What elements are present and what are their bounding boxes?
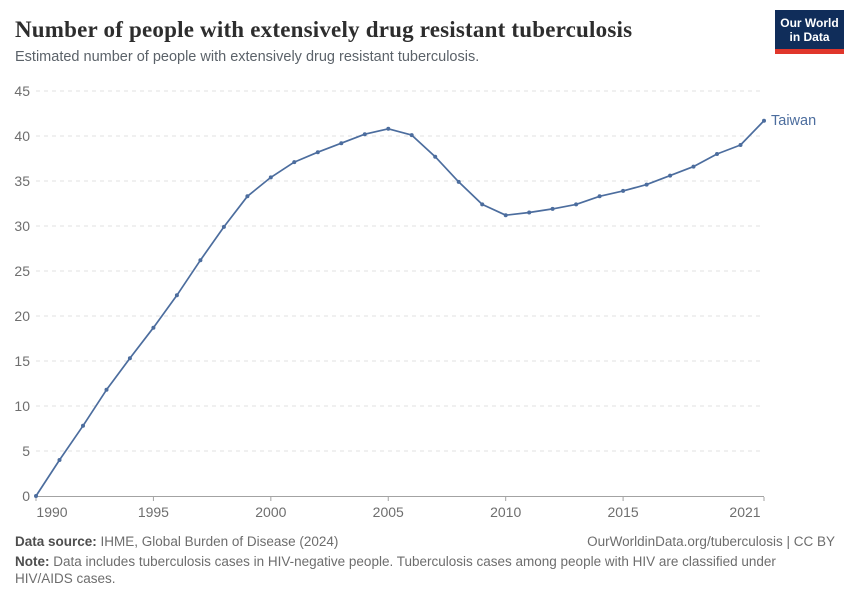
data-point[interactable] (762, 118, 766, 123)
series-end-label[interactable]: Taiwan (771, 113, 816, 129)
y-axis-tick-label: 30 (14, 218, 30, 234)
data-point[interactable] (268, 175, 273, 180)
data-point[interactable] (597, 194, 602, 199)
y-axis-tick-label: 20 (14, 308, 30, 324)
y-axis-tick-label: 45 (14, 83, 30, 99)
data-point[interactable] (104, 387, 109, 392)
data-point[interactable] (738, 143, 743, 147)
source-row: Data source: IHME, Global Burden of Dise… (15, 533, 835, 551)
chart-footer: Data source: IHME, Global Burden of Dise… (15, 533, 835, 587)
data-point[interactable] (174, 293, 179, 298)
data-point[interactable] (339, 141, 344, 146)
data-point[interactable] (245, 194, 250, 199)
data-point[interactable] (151, 325, 156, 330)
y-axis-tick-label: 5 (22, 443, 30, 459)
data-source-value: IHME, Global Burden of Disease (2024) (100, 534, 339, 549)
x-axis-tick-label: 1995 (138, 504, 169, 520)
data-point[interactable] (433, 154, 438, 159)
data-point[interactable] (644, 182, 649, 187)
data-point[interactable] (362, 132, 367, 137)
data-source-label: Data source: (15, 534, 97, 549)
line-chart-canvas: 0 5 10 15 20 25 30 35 40 45 1990 1995 2000 2005 2010 20… (14, 83, 816, 520)
chart-title: Number of people with extensively drug r… (15, 17, 633, 42)
y-axis-tick-label: 25 (14, 263, 30, 279)
note-label: Note: (15, 554, 50, 569)
data-point[interactable] (456, 179, 461, 184)
data-point[interactable] (668, 173, 673, 178)
note-text: Data includes tuberculosis cases in HIV-… (15, 554, 776, 586)
y-axis-tick-label: 10 (14, 398, 30, 414)
data-point[interactable] (34, 494, 38, 498)
data-point[interactable] (527, 210, 532, 215)
data-point[interactable] (81, 423, 85, 428)
owid-logo[interactable]: Our World in Data (775, 10, 844, 54)
data-source-text: Data source: IHME, Global Burden of Dise… (15, 533, 338, 551)
data-point[interactable] (691, 164, 696, 169)
data-point[interactable] (715, 152, 719, 156)
data-point[interactable] (550, 206, 555, 211)
note-row: Note: Data includes tuberculosis cases i… (15, 554, 835, 587)
data-point[interactable] (409, 133, 414, 138)
y-axis-tick-label: 0 (22, 488, 30, 504)
y-axis-tick-label: 35 (14, 173, 30, 189)
data-point[interactable] (574, 202, 579, 207)
owid-logo-line2: in Data (789, 30, 830, 44)
data-point[interactable] (503, 213, 508, 218)
data-point[interactable] (315, 150, 320, 155)
x-axis-tick-label: 1990 (36, 504, 67, 520)
y-axis-tick-label: 15 (14, 353, 30, 369)
data-point[interactable] (198, 258, 203, 263)
x-axis-tick-label: 2005 (373, 504, 404, 520)
data-point[interactable] (292, 160, 297, 165)
chart-subtitle: Estimated number of people with extensiv… (15, 49, 480, 65)
data-point[interactable] (221, 224, 226, 229)
owid-logo-line1: Our World (780, 16, 839, 30)
data-point[interactable] (57, 458, 62, 462)
x-axis-tick-label: 2000 (255, 504, 286, 520)
x-axis-tick-label: 2010 (490, 504, 521, 520)
data-point[interactable] (621, 188, 626, 193)
data-point[interactable] (127, 356, 132, 361)
x-axis-tick-label: 2015 (608, 504, 639, 520)
data-point[interactable] (386, 126, 391, 131)
series-line-taiwan[interactable] (35, 120, 765, 497)
credit-link[interactable]: OurWorldinData.org/tuberculosis | CC BY (587, 534, 835, 549)
y-axis-tick-label: 40 (14, 128, 30, 144)
x-axis-tick-label: 2021 (729, 504, 760, 520)
data-point[interactable] (480, 202, 485, 207)
